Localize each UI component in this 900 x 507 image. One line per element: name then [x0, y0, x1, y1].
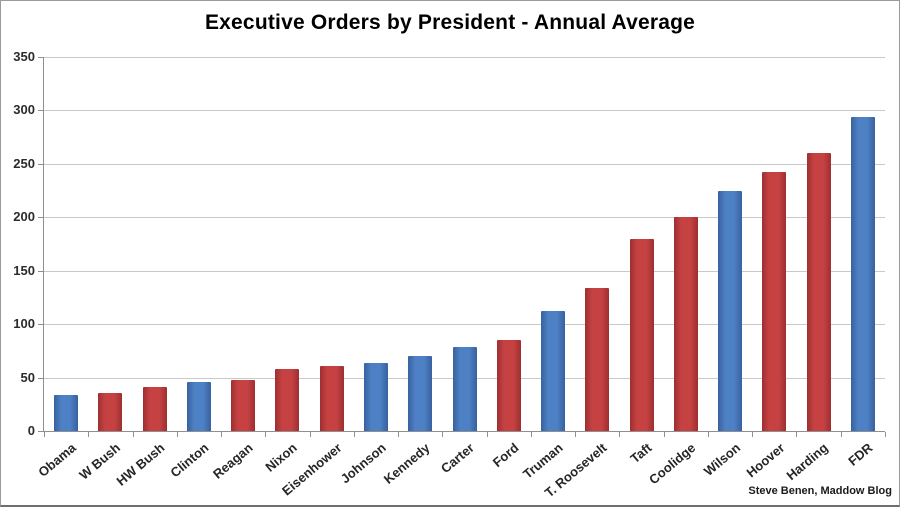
gridline-250: [44, 163, 885, 165]
x-tick-13: [619, 432, 621, 437]
y-tick-350: [38, 57, 43, 58]
bar-taft: [629, 238, 654, 431]
bar-reagan: [231, 379, 256, 431]
bar-kennedy: [408, 356, 433, 431]
x-tick-8: [398, 432, 400, 437]
x-axis-label-fdr: FDR: [716, 440, 875, 469]
x-tick-5: [265, 432, 267, 437]
y-tick-100: [38, 324, 43, 326]
x-tick-11: [530, 432, 532, 437]
x-tick-1: [88, 432, 90, 437]
y-axis-label-350: 350: [13, 49, 35, 64]
bar-hw-bush: [142, 387, 167, 431]
y-axis-label-300: 300: [13, 102, 35, 118]
source-credit: Steve Benen, Maddow Blog: [748, 485, 892, 497]
bar-wilson: [718, 190, 743, 431]
y-axis-label-250: 250: [13, 155, 35, 171]
bar-clinton: [186, 381, 211, 431]
x-tick-6: [309, 432, 311, 437]
x-tick-4: [221, 432, 223, 437]
x-tick-18: [840, 432, 842, 437]
bar-coolidge: [673, 217, 698, 431]
y-tick-150: [38, 270, 43, 272]
y-tick-250: [38, 163, 43, 165]
y-tick-0: [38, 431, 43, 432]
gridline-300: [44, 110, 885, 112]
bar-johnson: [363, 362, 388, 431]
bar-nixon: [275, 369, 300, 431]
gridline-200: [44, 217, 885, 219]
plot-area: [38, 57, 886, 437]
x-tick-9: [442, 432, 444, 437]
bar-t-roosevelt: [585, 287, 610, 431]
bar-carter: [452, 346, 477, 431]
gridline-150: [44, 270, 885, 272]
y-axis-label-50: 50: [20, 369, 35, 385]
y-axis-label-200: 200: [13, 209, 35, 225]
x-tick-17: [796, 432, 798, 437]
bar-obama: [54, 394, 79, 431]
x-tick-0: [44, 432, 45, 437]
x-axis-label-text: FDR: [845, 440, 876, 469]
bar-ford: [496, 340, 521, 431]
x-tick-14: [663, 432, 665, 437]
y-tick-300: [38, 110, 43, 112]
x-tick-16: [752, 432, 754, 437]
y-axis-label-150: 150: [13, 262, 35, 278]
x-tick-15: [707, 432, 709, 437]
bar-harding: [806, 153, 831, 431]
x-tick-12: [575, 432, 577, 437]
gridline-100: [44, 324, 885, 326]
bar-w-bush: [98, 392, 123, 431]
x-tick-19: [885, 432, 886, 437]
y-axis-label-0: 0: [27, 423, 35, 438]
x-tick-7: [353, 432, 355, 437]
bar-fdr: [850, 116, 875, 431]
x-tick-3: [176, 432, 178, 437]
y-axis-label-100: 100: [13, 316, 35, 332]
y-tick-50: [38, 377, 43, 379]
bar-hoover: [762, 172, 787, 431]
x-tick-10: [486, 432, 488, 437]
gridline-350: [44, 57, 885, 58]
y-tick-200: [38, 217, 43, 219]
bar-truman: [541, 311, 566, 431]
x-tick-2: [132, 432, 134, 437]
bar-eisenhower: [319, 365, 344, 431]
chart-title: Executive Orders by President - Annual A…: [204, 11, 696, 34]
